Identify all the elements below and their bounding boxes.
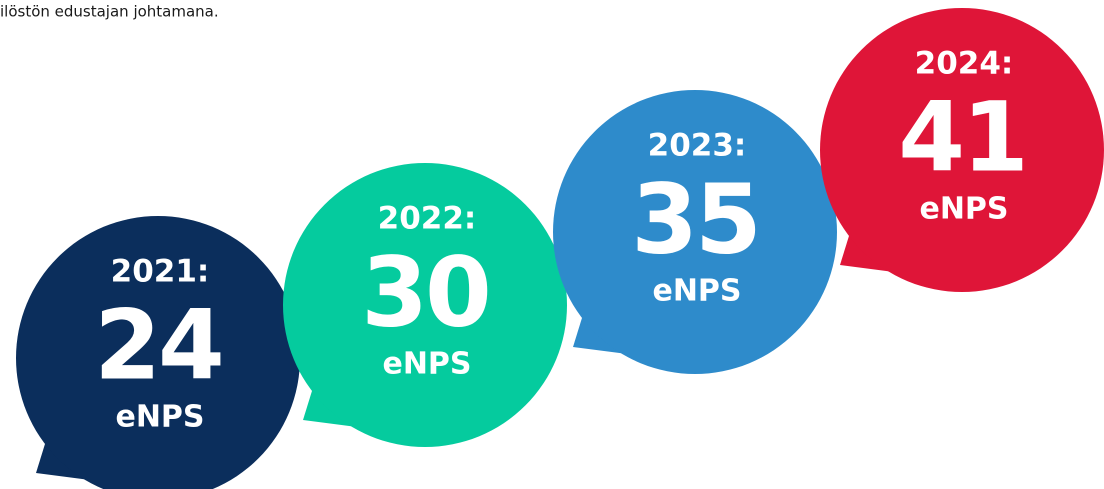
unit-label: eNPS [652, 274, 741, 309]
enps-value: 30 [361, 236, 489, 348]
bubble [553, 90, 837, 374]
enps-value: 41 [898, 81, 1026, 193]
bubble [16, 216, 300, 489]
unit-label: eNPS [919, 192, 1008, 227]
enps-value: 35 [631, 163, 759, 275]
intro-text: ilöstön edustajan johtamana. [0, 3, 219, 21]
bubble [820, 8, 1104, 292]
year-label: 2022: [378, 201, 477, 237]
year-label: 2023: [648, 128, 747, 164]
unit-label: eNPS [382, 347, 471, 382]
year-label: 2024: [915, 46, 1014, 82]
enps-value: 24 [94, 289, 222, 401]
year-label: 2021: [111, 254, 210, 290]
unit-label: eNPS [115, 400, 204, 435]
bubble [283, 163, 567, 447]
